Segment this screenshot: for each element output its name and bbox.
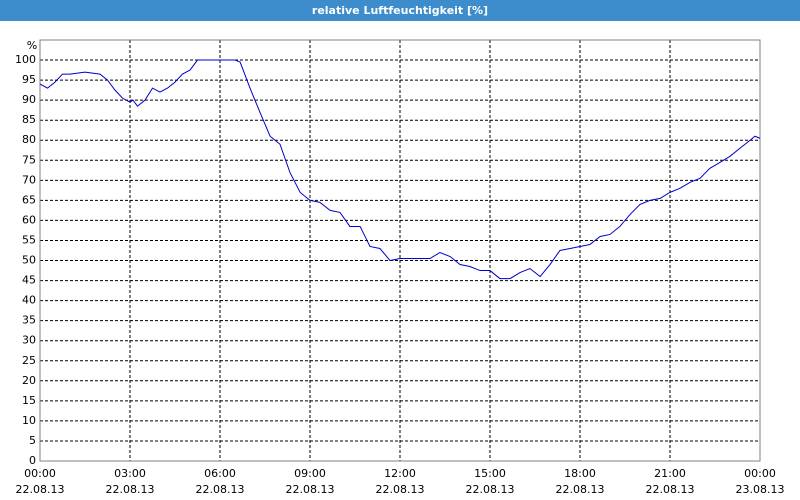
y-tick-label: 25: [22, 354, 36, 367]
y-tick-label: 20: [22, 374, 36, 387]
x-tick-label: 06:00 22.08.13: [195, 467, 245, 496]
y-tick-label: 70: [22, 173, 36, 186]
y-tick-label: 10: [22, 414, 36, 427]
x-tick-label: 21:00 22.08.13: [645, 467, 695, 496]
y-tick-label: 55: [22, 233, 36, 246]
y-tick-label: 80: [22, 133, 36, 146]
y-tick-label: 35: [22, 314, 36, 327]
y-tick-label: 90: [22, 93, 36, 106]
x-tick-label: 18:00 22.08.13: [555, 467, 605, 496]
y-tick-label: 60: [22, 213, 36, 226]
data-line: [39, 59, 761, 280]
y-tick-label: 0: [29, 454, 36, 467]
y-axis-label: %: [27, 39, 37, 52]
chart-title: relative Luftfeuchtigkeit [%]: [0, 0, 800, 21]
x-tick-label: 09:00 22.08.13: [285, 467, 335, 496]
plot-frame: [39, 39, 761, 462]
x-tick-label: 00:00 22.08.13: [15, 467, 65, 496]
y-tick-label: 95: [22, 73, 36, 86]
y-tick-label: 65: [22, 193, 36, 206]
x-tick-label: 03:00 22.08.13: [105, 467, 155, 496]
x-tick-label: 00:00 23.08.13: [735, 467, 785, 496]
y-tick-label: 40: [22, 294, 36, 307]
y-tick-label: 100: [15, 53, 36, 66]
y-tick-label: 45: [22, 274, 36, 287]
y-tick-label: 30: [22, 334, 36, 347]
x-tick-label: 15:00 22.08.13: [465, 467, 515, 496]
y-tick-label: 15: [22, 394, 36, 407]
y-tick-label: 75: [22, 153, 36, 166]
x-tick-label: 12:00 22.08.13: [375, 467, 425, 496]
y-tick-label: 50: [22, 254, 36, 267]
y-tick-label: 85: [22, 113, 36, 126]
y-tick-label: 5: [29, 434, 36, 447]
